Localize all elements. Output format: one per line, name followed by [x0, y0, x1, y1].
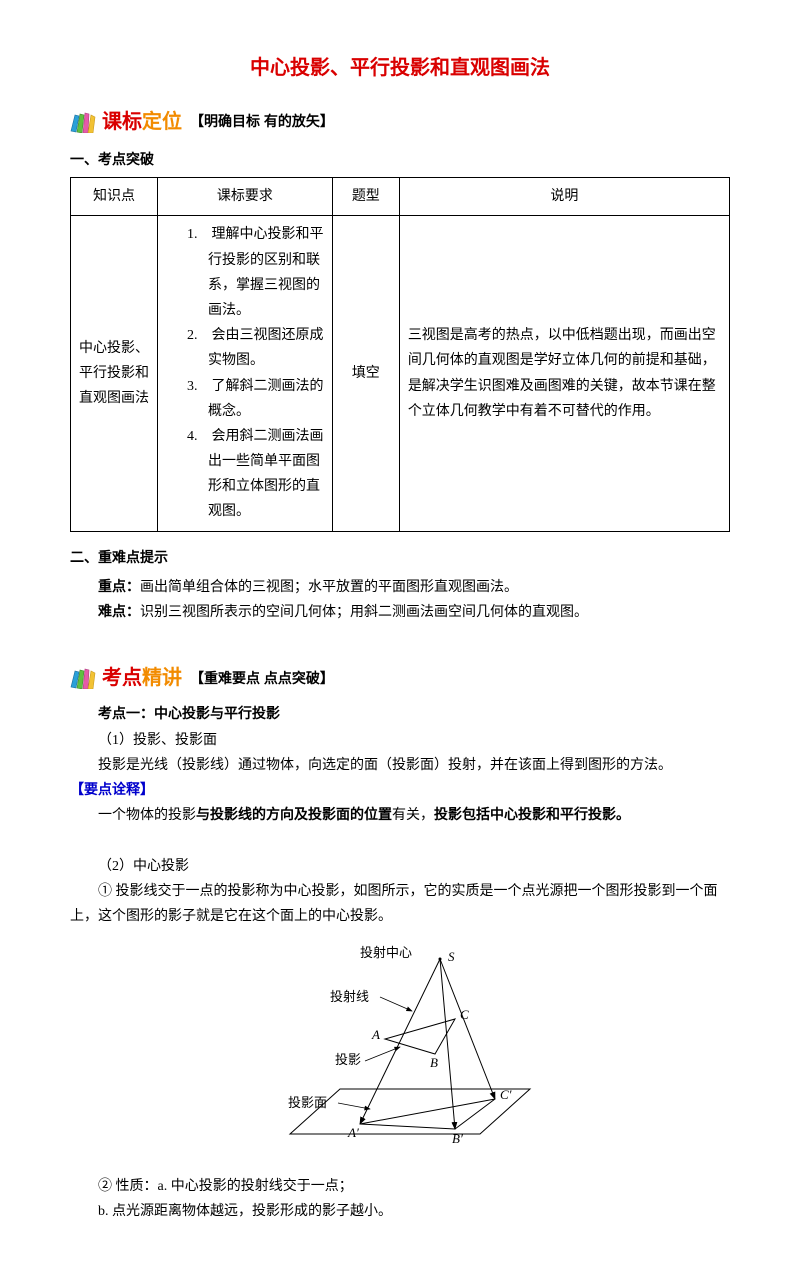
label-B: B: [430, 1055, 438, 1070]
requirement-list: 1. 理解中心投影和平行投影的区别和联系，掌握三视图的画法。 2. 会由三视图还…: [166, 222, 324, 524]
banner-sub-1: 【明确目标 有的放矢】: [190, 109, 334, 134]
banner-main-2a: 考点: [102, 667, 142, 689]
difficulty-line: 难点：识别三视图所表示的空间几何体；用斜二测画法画空间几何体的直观图。: [70, 600, 730, 625]
banner-keypoints: 考点精讲 【重难要点 点点突破】: [70, 660, 730, 696]
banner-main-1b: 定位: [142, 111, 182, 133]
th-knowledge: 知识点: [71, 178, 158, 216]
cell-requirement: 1. 理解中心投影和平行投影的区别和联系，掌握三视图的画法。 2. 会由三视图还…: [158, 216, 333, 531]
p1-text: 投影是光线（投影线）通过物体，向选定的面（投影面）投射，并在该面上得到图形的方法…: [70, 753, 730, 778]
ydqs-d: 投影包括中心投影和平行投影。: [434, 808, 630, 823]
keypoint-1-title: 考点一：中心投影与平行投影: [70, 702, 730, 727]
p2-label: （2）中心投影: [70, 854, 730, 879]
ydqs-b: 与投影线的方向及投影面的位置: [196, 808, 392, 823]
th-type: 题型: [332, 178, 399, 216]
label-center: 投射中心: [360, 945, 412, 960]
label-C: C: [460, 1007, 469, 1022]
section-heading-1: 一、考点突破: [70, 148, 730, 173]
property-b: b. 点光源距离物体越远，投影形成的影子越小。: [70, 1199, 730, 1224]
cell-type: 填空: [332, 216, 399, 531]
banner-main-2b: 精讲: [142, 667, 182, 689]
table-header-row: 知识点 课标要求 题型 说明: [71, 178, 730, 216]
section-heading-2: 二、重难点提示: [70, 546, 730, 571]
ydqs-line: 一个物体的投影与投影线的方向及投影面的位置有关，投影包括中心投影和平行投影。: [70, 803, 730, 828]
projection-diagram: 投射中心 S 投射线 A B C 投影 投影面 A′ B′ C′: [70, 939, 730, 1168]
cell-knowledge: 中心投影、平行投影和直观图画法: [71, 216, 158, 531]
banner-standard: 课标定位 【明确目标 有的放矢】: [70, 104, 730, 140]
nandian-text: 识别三视图所表示的空间几何体；用斜二测画法画空间几何体的直观图。: [140, 605, 588, 620]
banner-main-2: 考点精讲: [102, 660, 182, 696]
books-icon: [70, 667, 96, 689]
books-icon: [70, 111, 96, 133]
nandian-label: 难点：: [98, 605, 140, 620]
ydqs-label: 【要点诠释】: [70, 778, 730, 803]
zhongdian-text: 画出简单组合体的三视图；水平放置的平面图形直观图画法。: [140, 580, 518, 595]
ydqs-c: 有关，: [392, 808, 434, 823]
property-a: ② 性质：a. 中心投影的投射线交于一点；: [70, 1174, 730, 1199]
ydqs-a: 一个物体的投影: [98, 808, 196, 823]
list-item: 1. 理解中心投影和平行投影的区别和联系，掌握三视图的画法。: [187, 222, 324, 323]
p2-text: ① 投影线交于一点的投影称为中心投影，如图所示，它的实质是一个点光源把一个图形投…: [70, 879, 730, 929]
p1-label: （1）投影、投影面: [70, 728, 730, 753]
syllabus-table: 知识点 课标要求 题型 说明 中心投影、平行投影和直观图画法 1. 理解中心投影…: [70, 177, 730, 531]
th-desc: 说明: [399, 178, 729, 216]
banner-main-1a: 课标: [102, 111, 142, 133]
table-row: 中心投影、平行投影和直观图画法 1. 理解中心投影和平行投影的区别和联系，掌握三…: [71, 216, 730, 531]
list-item: 4. 会用斜二测画法画出一些简单平面图形和立体图形的直观图。: [187, 424, 324, 525]
list-item: 3. 了解斜二测画法的概念。: [187, 374, 324, 424]
list-item: 2. 会由三视图还原成实物图。: [187, 323, 324, 373]
banner-main-1: 课标定位: [102, 104, 182, 140]
banner-sub-2: 【重难要点 点点突破】: [190, 666, 334, 691]
page-title: 中心投影、平行投影和直观图画法: [70, 50, 730, 86]
key-point-line: 重点：画出简单组合体的三视图；水平放置的平面图形直观图画法。: [70, 575, 730, 600]
label-proj: 投影: [335, 1052, 361, 1067]
label-S: S: [448, 949, 455, 964]
label-A: A: [371, 1027, 380, 1042]
label-line: 投射线: [330, 989, 369, 1004]
label-Cp: C′: [500, 1087, 512, 1102]
label-plane: 投影面: [288, 1095, 327, 1110]
cell-desc: 三视图是高考的热点，以中低档题出现，而画出空间几何体的直观图是学好立体几何的前提…: [399, 216, 729, 531]
label-Bp: B′: [452, 1131, 463, 1146]
label-Ap: A′: [347, 1125, 359, 1140]
zhongdian-label: 重点：: [98, 580, 140, 595]
th-requirement: 课标要求: [158, 178, 333, 216]
